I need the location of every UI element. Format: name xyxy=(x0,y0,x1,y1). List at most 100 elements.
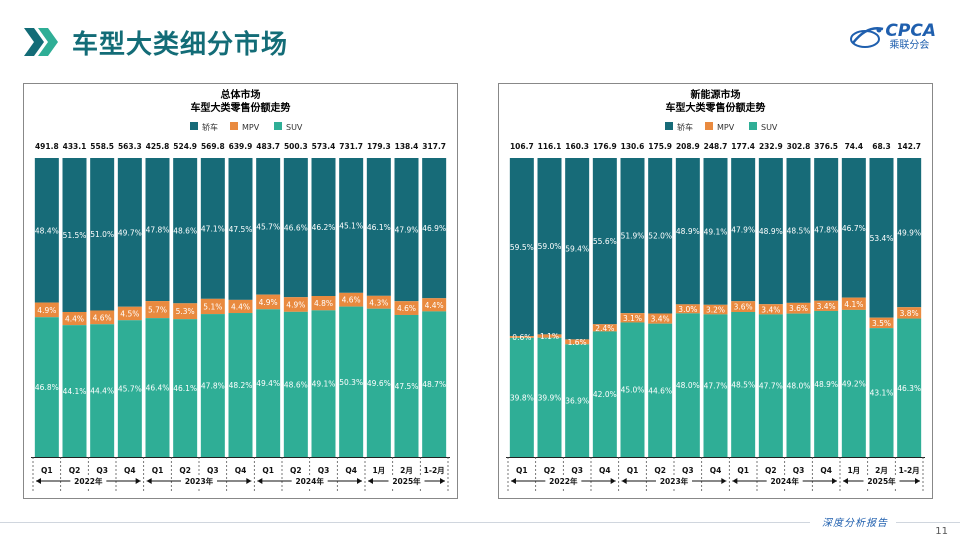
data-label-suv: 42.0% xyxy=(593,390,617,399)
category-label: Q2 xyxy=(69,466,81,475)
category-label: 2月 xyxy=(400,466,413,475)
legend-label: 轿车 xyxy=(677,122,693,132)
data-label-sedan: 59.0% xyxy=(538,242,562,251)
category-label: Q3 xyxy=(571,466,583,475)
total-label: 179.3 xyxy=(367,142,391,151)
data-label-suv: 49.1% xyxy=(312,380,336,389)
bar-suv xyxy=(366,308,391,457)
category-label: Q4 xyxy=(599,466,611,475)
arrow-left-icon xyxy=(257,478,263,484)
data-label-sedan: 48.9% xyxy=(759,227,783,236)
bar-mpv xyxy=(648,313,673,324)
arrow-right-icon xyxy=(915,478,920,484)
year-label-bg xyxy=(70,475,107,487)
data-label-mpv: 3.5% xyxy=(872,319,891,328)
data-label-mpv: 4.3% xyxy=(369,298,388,307)
bar-mpv xyxy=(117,306,142,321)
bar-sedan xyxy=(62,158,87,312)
bar-sedan xyxy=(394,158,419,302)
data-label-suv: 47.7% xyxy=(704,382,728,391)
bar-mpv xyxy=(366,295,391,309)
data-label-suv: 48.5% xyxy=(731,380,755,389)
data-label-suv: 44.1% xyxy=(63,387,87,396)
bar-mpv xyxy=(339,292,364,307)
total-label: 116.1 xyxy=(538,142,562,151)
bar-sedan xyxy=(620,158,645,314)
data-label-mpv: 5.7% xyxy=(148,306,167,315)
bar-sedan xyxy=(200,158,225,299)
bar-sedan xyxy=(509,158,534,337)
chart-panel-nev: 新能源市场 车型大类零售份额走势 轿车 MPV SUV 106.7 59.5% 0.6% 39.… xyxy=(498,83,933,499)
double-chevron-icon xyxy=(24,28,58,56)
total-label: 248.7 xyxy=(704,142,728,151)
bar-mpv xyxy=(509,336,534,338)
data-label-mpv: 4.5% xyxy=(120,309,139,318)
arrow-left-icon xyxy=(146,478,152,484)
legend-swatch xyxy=(274,122,282,130)
year-label-bg xyxy=(388,475,425,487)
chart-subtitle: 车型大类零售份额走势 xyxy=(191,101,291,114)
year-label: 2023年 xyxy=(185,476,214,486)
data-label-sedan: 49.1% xyxy=(704,227,728,236)
data-label-sedan: 49.7% xyxy=(118,228,142,237)
data-label-sedan: 47.8% xyxy=(146,226,170,235)
data-label-mpv: 3.8% xyxy=(900,309,919,318)
bar-suv xyxy=(814,310,839,457)
data-label-mpv: 3.4% xyxy=(761,305,780,314)
data-label-sedan: 48.4% xyxy=(35,226,59,235)
year-label: 2024年 xyxy=(295,476,324,486)
bar-suv xyxy=(897,318,922,457)
bar-sedan xyxy=(565,158,590,340)
bar-mpv xyxy=(565,339,590,345)
legend-swatch xyxy=(705,122,713,130)
category-label: Q4 xyxy=(124,466,136,475)
data-label-suv: 39.8% xyxy=(510,393,534,402)
category-label: Q3 xyxy=(207,466,219,475)
category-label: 1-2月 xyxy=(899,466,920,475)
year-label-bg xyxy=(291,475,328,487)
total-label: 138.4 xyxy=(395,142,419,151)
data-label-mpv: 5.1% xyxy=(203,302,222,311)
bar-mpv xyxy=(173,303,198,320)
year-label-bg xyxy=(181,475,217,487)
category-label: Q1 xyxy=(262,466,274,475)
bar-mpv xyxy=(814,300,839,311)
data-label-suv: 49.6% xyxy=(367,379,391,388)
logo-text: CPCA xyxy=(885,21,936,41)
bar-sedan xyxy=(814,158,839,301)
data-label-mpv: 1.6% xyxy=(568,338,587,347)
arrow-right-icon xyxy=(357,478,362,484)
chart-subtitle: 车型大类零售份额走势 xyxy=(666,101,766,114)
bar-suv xyxy=(592,331,617,457)
total-label: 500.3 xyxy=(284,142,308,151)
bar-suv xyxy=(620,322,645,457)
data-label-suv: 49.2% xyxy=(842,379,866,388)
year-label: 2024年 xyxy=(770,476,799,486)
chart-title: 总体市场 xyxy=(221,88,261,101)
data-label-sedan: 46.9% xyxy=(422,224,446,233)
bar-sedan xyxy=(366,158,391,296)
arrow-left-icon xyxy=(843,478,848,484)
data-label-sedan: 55.6% xyxy=(593,237,617,246)
bar-mpv xyxy=(145,301,170,319)
footer-brand: 深度分析报告 xyxy=(822,518,888,529)
total-label: 639.9 xyxy=(229,142,253,151)
data-label-sedan: 45.1% xyxy=(339,221,363,230)
bar-sedan xyxy=(648,158,673,314)
bar-mpv xyxy=(90,310,115,325)
title-bar: 车型大类细分市场 xyxy=(20,20,288,64)
legend-label: SUV xyxy=(286,123,303,132)
page-title: 车型大类细分市场 xyxy=(72,29,289,60)
year-label: 2025年 xyxy=(392,476,421,486)
bar-mpv xyxy=(62,311,87,326)
bar-suv xyxy=(62,325,87,457)
data-label-mpv: 4.4% xyxy=(65,315,84,324)
arrow-right-icon xyxy=(246,478,252,484)
footer-divider-right xyxy=(896,522,960,523)
bar-suv xyxy=(90,324,115,457)
total-label: 208.9 xyxy=(676,142,700,151)
category-label: Q3 xyxy=(96,466,108,475)
data-label-mpv: 4.4% xyxy=(231,302,250,311)
bar-suv xyxy=(648,323,673,457)
